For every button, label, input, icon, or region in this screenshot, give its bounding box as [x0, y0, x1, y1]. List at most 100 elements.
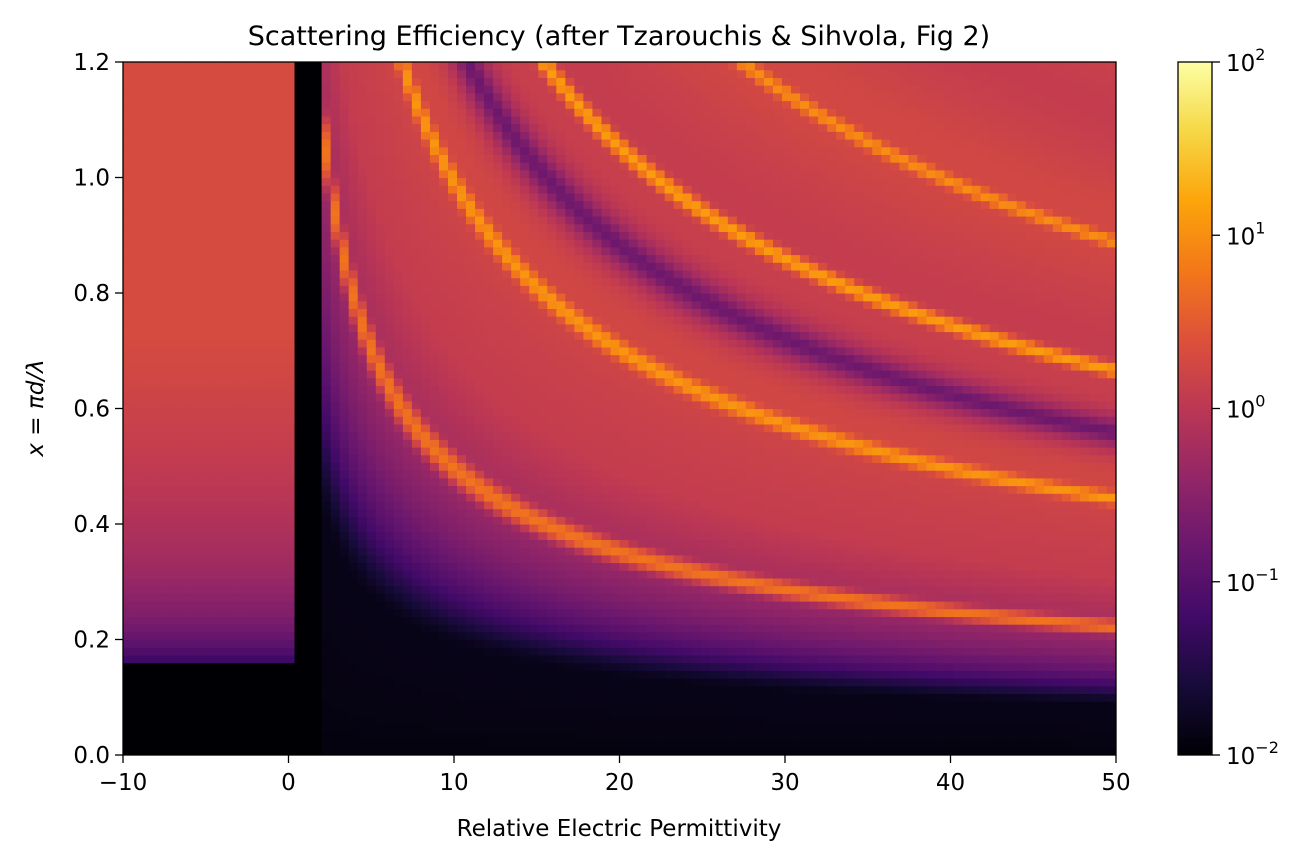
heatmap-cell: [565, 323, 575, 333]
heatmap-cell: [177, 185, 187, 194]
heatmap-cell: [177, 123, 187, 132]
heatmap-cell: [601, 547, 612, 556]
heatmap-cell: [538, 585, 548, 594]
heatmap-cell: [556, 470, 566, 479]
heatmap-cell: [258, 277, 269, 286]
heatmap-cell: [303, 739, 314, 748]
heatmap-cell: [493, 585, 503, 594]
heatmap-cell: [601, 231, 612, 240]
heatmap-cell: [321, 500, 332, 510]
heatmap-cell: [420, 100, 431, 109]
heatmap-cell: [276, 616, 287, 625]
heatmap-cell: [150, 431, 160, 440]
heatmap-cell: [457, 108, 467, 117]
heatmap-cell: [574, 269, 584, 279]
heatmap-cell: [159, 115, 169, 125]
heatmap-cell: [583, 185, 594, 194]
heatmap-cell: [339, 269, 350, 279]
heatmap-cell: [213, 200, 223, 209]
heatmap-cell: [321, 639, 332, 648]
heatmap-cell: [141, 508, 151, 517]
heatmap-cell: [393, 531, 404, 540]
heatmap-cell: [438, 346, 449, 356]
heatmap-cell: [366, 316, 377, 325]
heatmap-cell: [484, 346, 494, 356]
heatmap-cell: [447, 154, 458, 163]
heatmap-cell: [420, 131, 431, 140]
heatmap-cell: [574, 85, 584, 94]
heatmap-cell: [411, 547, 422, 556]
heatmap-cell: [366, 739, 377, 748]
heatmap-cell: [231, 192, 241, 202]
heatmap-cell: [348, 670, 359, 679]
heatmap-cell: [547, 216, 557, 225]
heatmap-cell: [475, 92, 485, 102]
heatmap-cell: [511, 439, 521, 448]
heatmap-cell: [132, 162, 142, 171]
heatmap-cell: [231, 123, 241, 132]
heatmap-cell: [610, 269, 621, 279]
heatmap-cell: [249, 431, 260, 440]
heatmap-cell: [168, 493, 178, 502]
heatmap-cell: [592, 300, 603, 309]
heatmap-cell: [285, 601, 296, 610]
heatmap-cell: [610, 485, 621, 494]
heatmap-cell: [493, 200, 503, 209]
heatmap-cell: [150, 339, 160, 348]
heatmap-cell: [384, 216, 395, 225]
heatmap-cell: [249, 185, 260, 194]
heatmap-cell: [529, 62, 539, 71]
heatmap-cell: [592, 539, 603, 548]
heatmap-cell: [529, 570, 539, 579]
heatmap-cell: [610, 108, 621, 117]
heatmap-cell: [583, 100, 594, 109]
heatmap-cell: [556, 639, 566, 648]
heatmap-cell: [294, 208, 305, 217]
heatmap-cell: [384, 131, 395, 140]
heatmap-cell: [267, 370, 278, 379]
heatmap-cell: [249, 531, 260, 540]
heatmap-cell: [520, 185, 530, 194]
heatmap-cell: [402, 316, 413, 325]
heatmap-cell: [204, 570, 214, 579]
heatmap-cell: [258, 631, 269, 641]
heatmap-cell: [583, 554, 594, 564]
heatmap-cell: [619, 678, 630, 687]
heatmap-cell: [330, 185, 341, 194]
heatmap-cell: [556, 62, 566, 71]
heatmap-cell: [231, 400, 241, 410]
heatmap-cell: [267, 662, 278, 671]
heatmap-cell: [141, 254, 151, 263]
heatmap-cell: [520, 300, 530, 309]
heatmap-cell: [538, 239, 548, 248]
heatmap-cell: [258, 423, 269, 433]
heatmap-cell: [384, 508, 395, 517]
heatmap-cell: [502, 393, 512, 402]
heatmap-cell: [240, 293, 250, 302]
heatmap-cell: [267, 239, 278, 248]
heatmap-cell: [258, 346, 269, 356]
heatmap-cell: [547, 524, 557, 533]
heatmap-cell: [204, 423, 214, 433]
heatmap-cell: [538, 208, 548, 217]
heatmap-cell: [258, 554, 269, 564]
heatmap-cell: [375, 616, 386, 625]
heatmap-cell: [511, 423, 521, 433]
heatmap-cell: [150, 593, 160, 602]
heatmap-cell: [168, 454, 178, 463]
heatmap-cell: [420, 85, 431, 94]
heatmap-cell: [303, 647, 314, 656]
heatmap-cell: [538, 354, 548, 363]
heatmap-cell: [411, 570, 422, 579]
heatmap-cell: [565, 208, 575, 217]
heatmap-cell: [601, 393, 612, 402]
heatmap-cell: [466, 423, 476, 433]
heatmap-cell: [447, 477, 458, 487]
heatmap-cell: [466, 647, 476, 656]
heatmap-cell: [447, 654, 458, 664]
heatmap-cell: [592, 662, 603, 671]
heatmap-cell: [583, 393, 594, 402]
heatmap-cell: [195, 416, 205, 425]
heatmap-cell: [438, 493, 449, 502]
heatmap-cell: [339, 339, 350, 348]
